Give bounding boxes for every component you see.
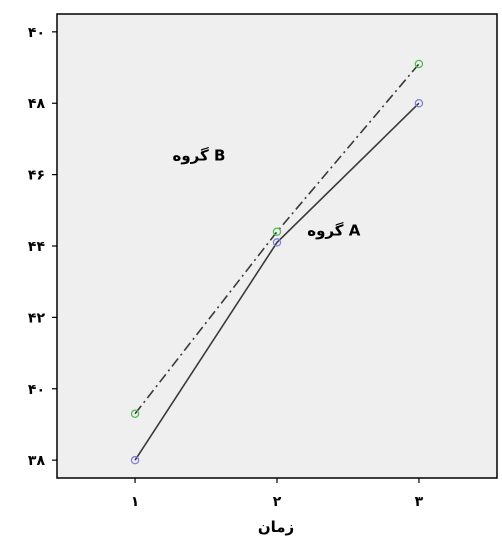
y-tick-label: ۴۴: [28, 239, 46, 255]
x-tick-label: ۳: [415, 494, 424, 510]
y-tick-label: ۴۰: [28, 382, 45, 398]
y-tick-label: ۴۶: [28, 168, 45, 184]
y-tick-label: ۴۸: [28, 96, 46, 112]
y-tick-label: ۴۲: [28, 310, 46, 326]
y-tick-label: ۴۰: [28, 25, 45, 41]
x-tick-label: ۲: [273, 494, 282, 510]
data-point: [272, 238, 282, 247]
data-point: [414, 98, 424, 108]
series-label-b: گروه B: [172, 146, 225, 164]
series-line-a: [134, 102, 420, 461]
series-label-a: گروه A: [307, 221, 360, 239]
data-point: [414, 59, 424, 69]
data-point: [130, 455, 140, 465]
y-tick-label: ۳۸: [28, 453, 46, 469]
x-tick-label: ۱: [131, 494, 140, 510]
data-point: [272, 227, 282, 236]
data-point: [130, 409, 140, 419]
x-axis-label: زمان: [258, 518, 294, 536]
